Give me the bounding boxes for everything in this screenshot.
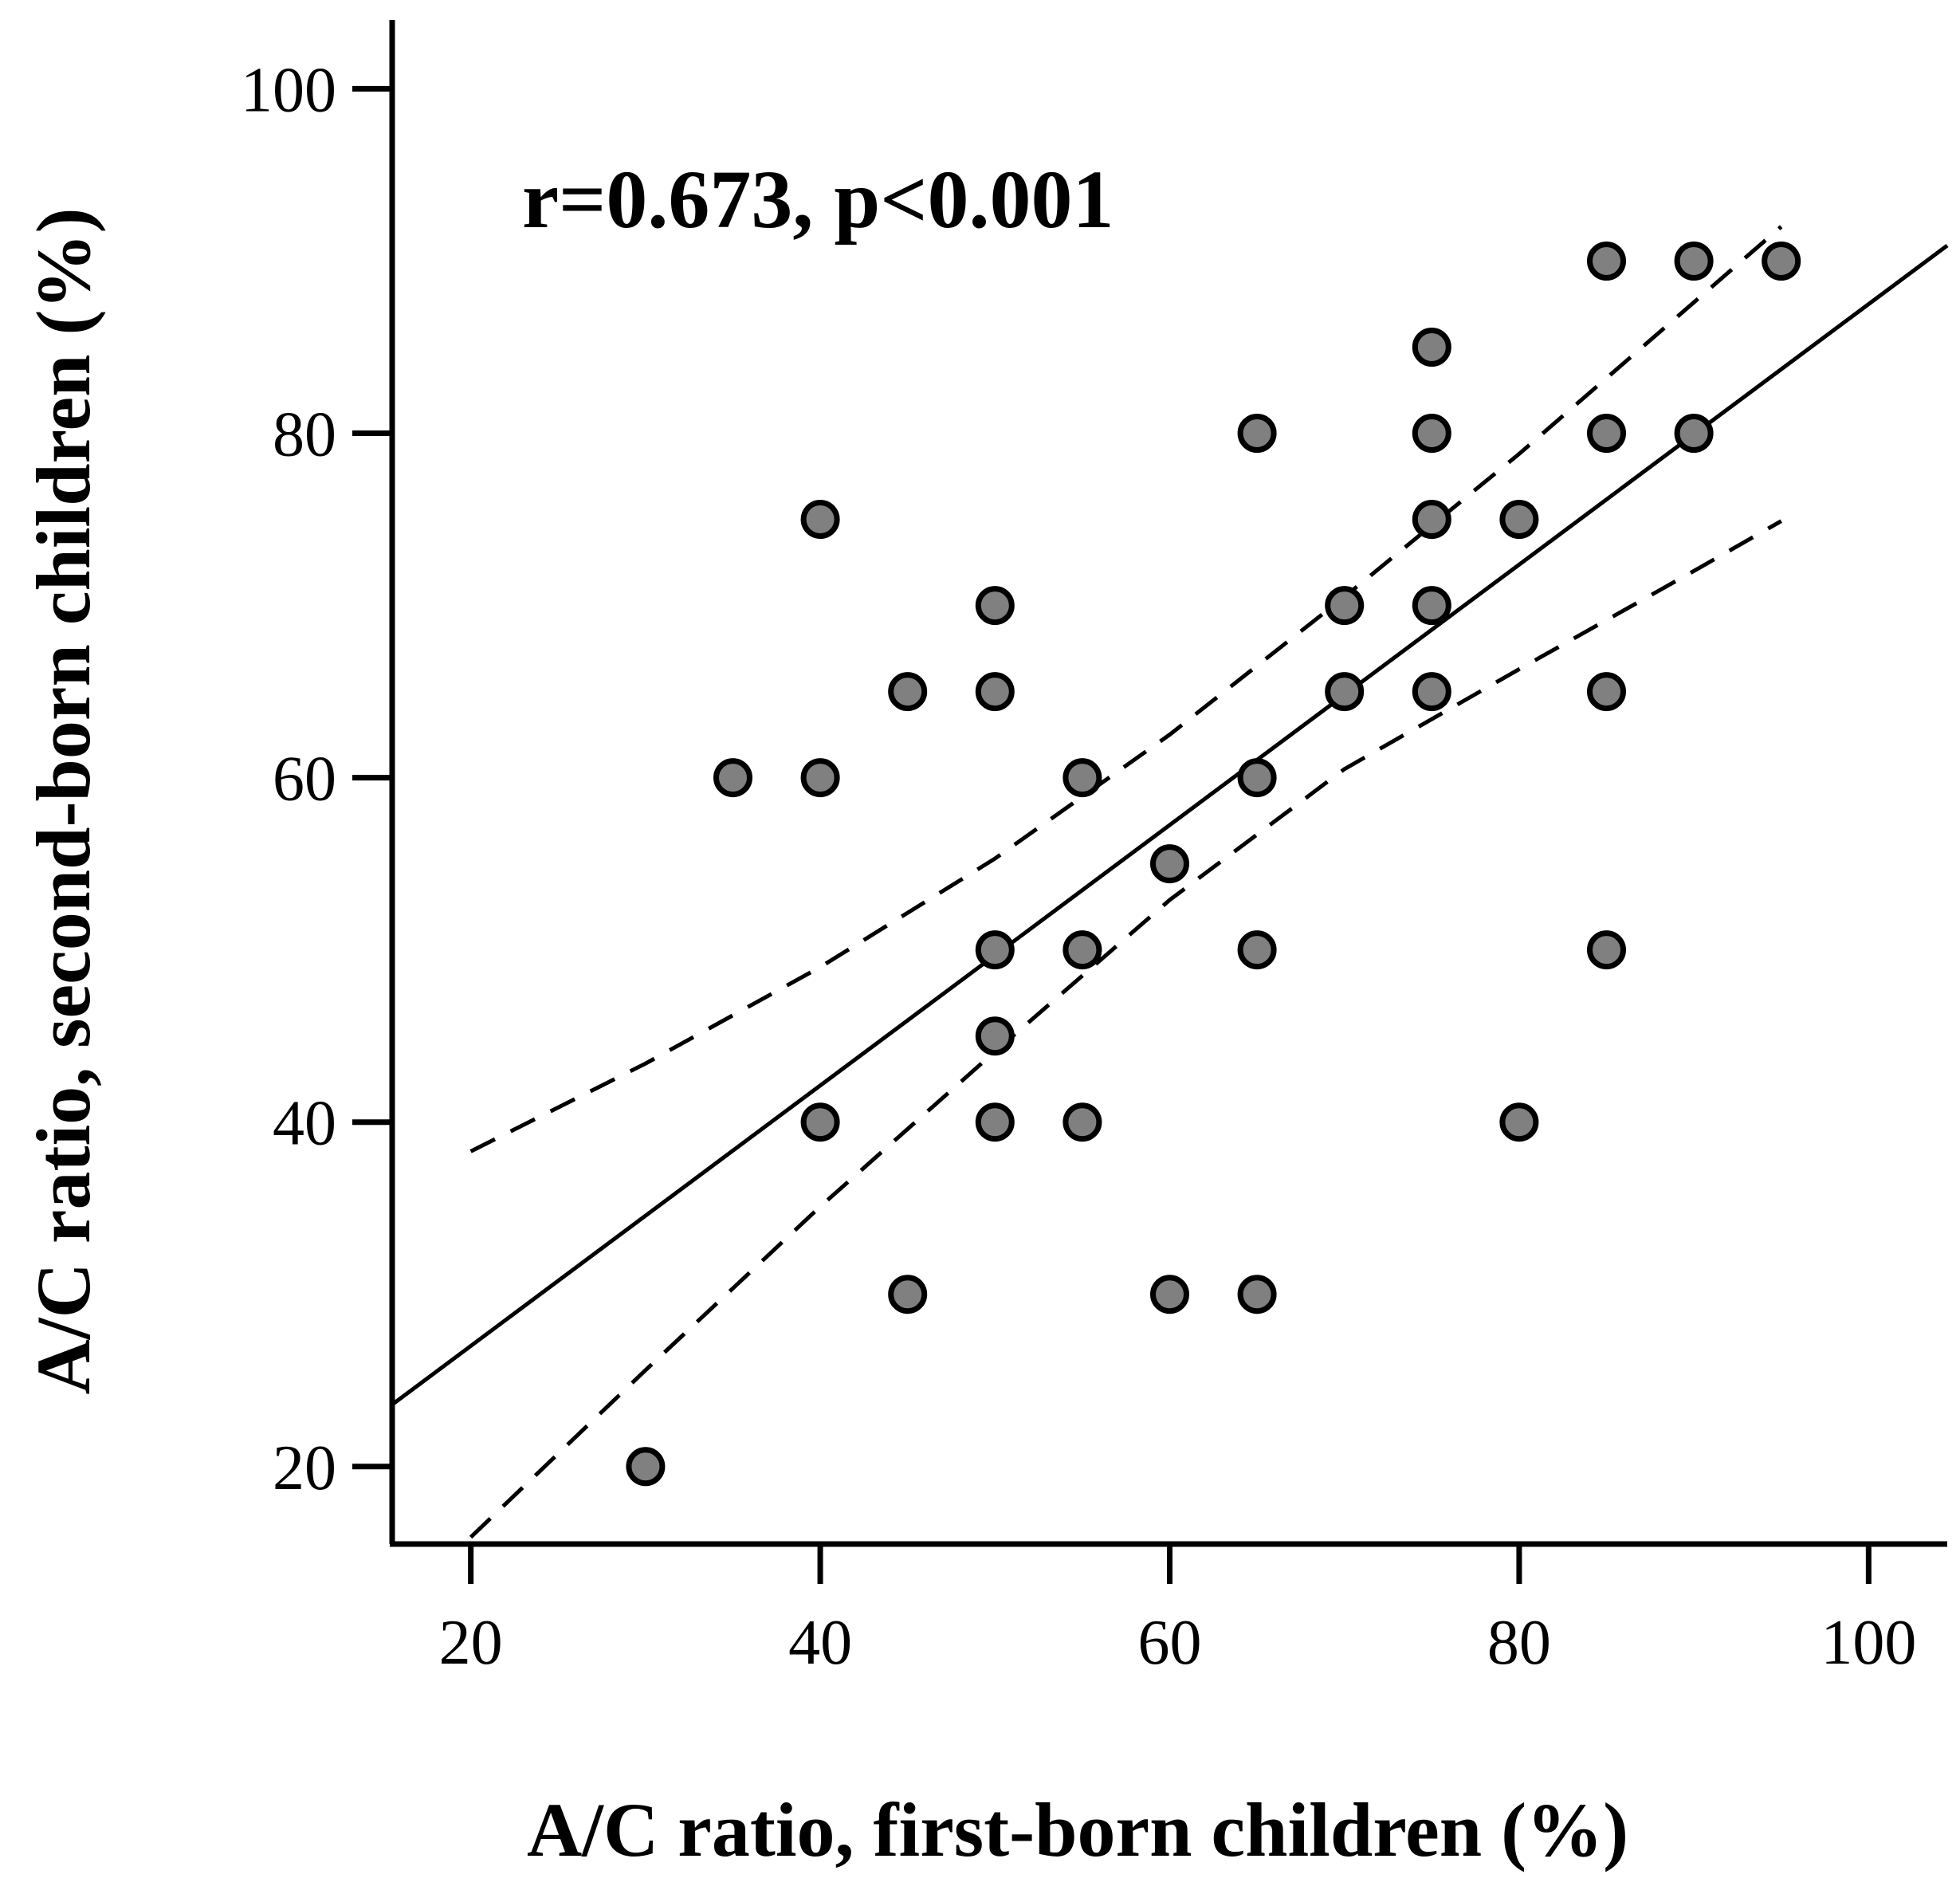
- data-point-26: [1412, 500, 1451, 539]
- data-point-35: [1674, 242, 1714, 281]
- data-point-27: [1412, 586, 1451, 626]
- plot-area: [391, 225, 1949, 1539]
- x-axis-title: A/C ratio, first-born children (%): [527, 1787, 1628, 1872]
- data-point-30: [1499, 1102, 1539, 1142]
- data-point-2: [713, 758, 752, 798]
- data-point-36: [1674, 414, 1714, 453]
- data-point-19: [1237, 758, 1277, 798]
- y-tick-label-40: 40: [273, 1089, 336, 1159]
- data-point-13: [1062, 758, 1102, 798]
- x-tick-label-40: 40: [788, 1608, 852, 1678]
- data-point-6: [888, 672, 928, 712]
- data-point-28: [1412, 672, 1451, 712]
- x-tick-label-60: 60: [1138, 1608, 1202, 1678]
- data-point-21: [1237, 1275, 1277, 1314]
- data-point-20: [1237, 930, 1277, 970]
- data-point-7: [888, 1275, 928, 1314]
- data-point-31: [1587, 242, 1626, 281]
- x-tick-label-100: 100: [1821, 1608, 1916, 1678]
- data-point-22: [1325, 586, 1365, 626]
- data-point-14: [1062, 930, 1102, 970]
- confidence-band-lower: [469, 519, 1782, 1539]
- data-point-10: [975, 930, 1015, 970]
- x-axis-ticks: 20 40 60 80 100: [439, 1544, 1916, 1678]
- data-point-33: [1587, 672, 1626, 712]
- data-point-9: [975, 672, 1015, 712]
- data-point-23: [1325, 672, 1365, 712]
- data-point-24: [1412, 328, 1451, 367]
- x-tick-label-80: 80: [1487, 1608, 1551, 1678]
- data-point-29: [1499, 500, 1539, 539]
- y-tick-label-60: 60: [273, 745, 336, 815]
- correlation-annotation: r=0.673, p<0.001: [522, 154, 1114, 246]
- data-point-12: [975, 1102, 1015, 1142]
- data-point-16: [1150, 844, 1189, 884]
- data-point-32: [1587, 414, 1626, 453]
- data-point-3: [800, 500, 840, 539]
- x-tick-label-20: 20: [439, 1608, 503, 1678]
- data-point-34: [1587, 930, 1626, 970]
- data-point-18: [1237, 414, 1277, 453]
- data-point-37: [1762, 242, 1801, 281]
- y-tick-label-100: 100: [241, 55, 336, 125]
- data-point-8: [975, 586, 1015, 626]
- data-point-25: [1412, 414, 1451, 453]
- confidence-band-upper: [469, 225, 1783, 1153]
- regression-line: [391, 243, 1949, 1407]
- data-point-17: [1150, 1275, 1189, 1314]
- y-tick-label-80: 80: [273, 400, 336, 470]
- y-tick-label-20: 20: [273, 1433, 336, 1503]
- y-axis-ticks: 20 40 60 80 100: [241, 55, 392, 1503]
- y-axis-title: A/C ratio, second-born children (%): [21, 208, 106, 1395]
- data-point-5: [800, 1102, 840, 1142]
- data-point-4: [800, 758, 840, 798]
- data-point-15: [1062, 1102, 1102, 1142]
- data-point-1: [626, 1447, 666, 1487]
- data-point-11: [975, 1016, 1015, 1056]
